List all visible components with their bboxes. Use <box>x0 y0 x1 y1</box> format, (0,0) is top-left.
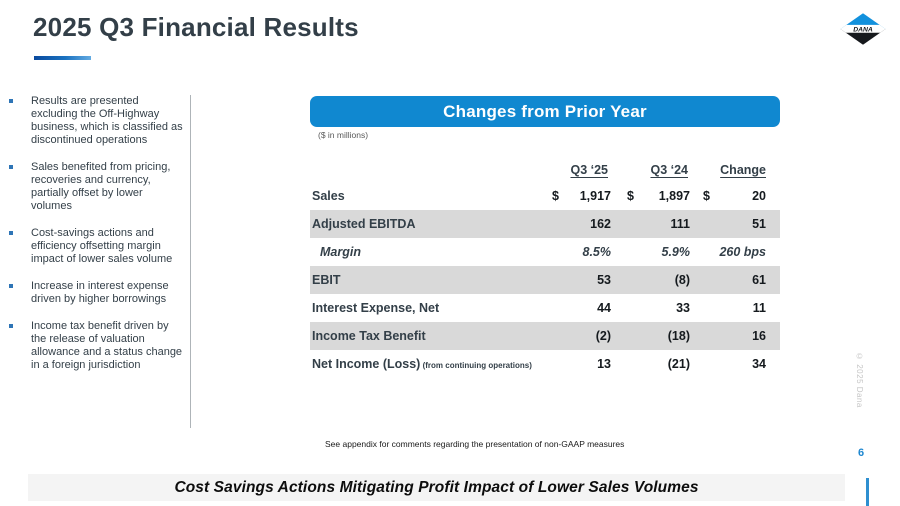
cell-value: 16 <box>752 329 766 343</box>
units-note: ($ in millions) <box>318 130 369 140</box>
panel-header: Changes from Prior Year <box>310 96 780 127</box>
table-cell: (21) <box>616 357 696 371</box>
row-label: EBIT <box>312 273 341 287</box>
cell-value: (18) <box>667 329 690 343</box>
table-cell: $1,917 <box>544 189 616 203</box>
dollar-sign: $ <box>703 189 710 203</box>
dollar-sign: $ <box>552 189 559 203</box>
bullet-item: Sales benefited from pricing, recoveries… <box>8 161 186 213</box>
column-header-change: Change <box>720 163 766 177</box>
table-cell: (8) <box>616 273 696 287</box>
cell-value: 51 <box>752 217 766 231</box>
table-row: Adjusted EBITDA 162 111 51 <box>310 210 780 238</box>
table-cell: 5.9% <box>616 245 696 259</box>
page-number: 6 <box>858 447 865 459</box>
cell-value: 260 bps <box>719 245 766 259</box>
table-cell: 33 <box>616 301 696 315</box>
financial-table: Q3 ‘25 Q3 ‘24 Change Sales $1,917 $1,897 $2… <box>310 158 780 378</box>
dollar-sign: $ <box>627 189 634 203</box>
table-cell: 44 <box>544 301 616 315</box>
cell-value: 8.5% <box>582 245 612 259</box>
bullet-item: Increase in interest expense driven by h… <box>8 280 186 306</box>
row-label: Margin <box>320 245 361 259</box>
table-cell: $20 <box>696 189 780 203</box>
footnote: See appendix for comments regarding the … <box>325 439 625 449</box>
cell-value: 33 <box>676 301 690 315</box>
table-row: Interest Expense, Net 44 33 11 <box>310 294 780 322</box>
cell-value: 1,897 <box>658 189 690 203</box>
table-row: Margin 8.5% 5.9% 260 bps <box>310 238 780 266</box>
table-cell: 13 <box>544 357 616 371</box>
cell-value: 61 <box>752 273 766 287</box>
table-cell: 51 <box>696 217 780 231</box>
cell-value: (2) <box>595 329 611 343</box>
bullet-text: Income tax benefit driven by the release… <box>31 319 183 371</box>
cell-value: 111 <box>670 217 690 231</box>
table-row: EBIT 53 (8) 61 <box>310 266 780 294</box>
cell-value: 34 <box>752 357 766 371</box>
row-label: Net Income (Loss) (from continuing opera… <box>312 357 532 371</box>
column-header-q3-25: Q3 ‘25 <box>570 163 608 177</box>
table-cell: 53 <box>544 273 616 287</box>
dana-logo-text: DANA <box>853 26 873 33</box>
table-row: Income Tax Benefit (2) (18) 16 <box>310 322 780 350</box>
right-accent-line <box>866 478 869 506</box>
table-cell: (18) <box>616 329 696 343</box>
bullet-square-icon <box>9 99 13 103</box>
bullet-text: Results are presented excluding the Off-… <box>31 95 183 146</box>
bullet-item: Results are presented excluding the Off-… <box>8 95 186 147</box>
copyright-vertical: © 2025 Dana <box>855 352 864 408</box>
table-cell: 162 <box>544 217 616 231</box>
table-cell: 11 <box>696 301 780 315</box>
title-accent-bar <box>34 56 91 60</box>
footer-banner: Cost Savings Actions Mitigating Profit I… <box>28 474 845 501</box>
table-cell: $1,897 <box>616 189 696 203</box>
table-row: Sales $1,917 $1,897 $20 <box>310 182 780 210</box>
cell-value: 20 <box>752 189 766 203</box>
cell-value: 1,917 <box>579 189 611 203</box>
table-cell: 34 <box>696 357 780 371</box>
sidebar-bullet-list: Results are presented excluding the Off-… <box>8 95 186 385</box>
cell-value: 5.9% <box>661 245 691 259</box>
row-label: Income Tax Benefit <box>312 329 426 343</box>
row-label-suffix: (from continuing operations) <box>420 361 532 370</box>
row-label: Sales <box>312 189 345 203</box>
table-cell: (2) <box>544 329 616 343</box>
bullet-item: Cost-savings actions and efficiency offs… <box>8 227 186 266</box>
column-header-q3-24: Q3 ‘24 <box>650 163 688 177</box>
row-label: Interest Expense, Net <box>312 301 440 315</box>
bullet-square-icon <box>9 323 13 328</box>
cell-value: (21) <box>667 357 690 371</box>
table-body: Sales $1,917 $1,897 $20 Adjusted EBITDA 162 11… <box>310 182 780 378</box>
cell-value: 53 <box>597 273 611 287</box>
bullet-square-icon <box>9 164 13 169</box>
cell-value: 44 <box>597 301 611 315</box>
cell-value: (8) <box>674 273 690 287</box>
table-cell: 16 <box>696 329 780 343</box>
bullet-text: Cost-savings actions and efficiency offs… <box>31 226 173 265</box>
bullet-square-icon <box>9 283 13 288</box>
table-cell: 260 bps <box>696 245 780 259</box>
dana-logo-icon: DANA <box>840 13 886 45</box>
changes-panel: Changes from Prior Year ($ in millions) … <box>310 96 780 378</box>
table-row: Net Income (Loss) (from continuing opera… <box>310 350 780 378</box>
bullet-text: Sales benefited from pricing, recoveries… <box>31 160 171 212</box>
cell-value: 11 <box>752 301 766 315</box>
table-cell: 8.5% <box>544 245 616 259</box>
page-title: 2025 Q3 Financial Results <box>33 12 359 42</box>
table-header-row: Q3 ‘25 Q3 ‘24 Change <box>310 158 780 182</box>
bullet-text: Increase in interest expense driven by h… <box>31 279 169 305</box>
banner-text: Cost Savings Actions Mitigating Profit I… <box>174 478 699 496</box>
cell-value: 162 <box>590 217 611 231</box>
bullet-item: Income tax benefit driven by the release… <box>8 320 186 372</box>
table-cell: 61 <box>696 273 780 287</box>
table-cell: 111 <box>616 217 696 231</box>
row-label: Adjusted EBITDA <box>312 217 416 231</box>
cell-value: 13 <box>597 357 611 371</box>
sidebar-divider <box>190 95 191 428</box>
bullet-square-icon <box>9 230 13 235</box>
